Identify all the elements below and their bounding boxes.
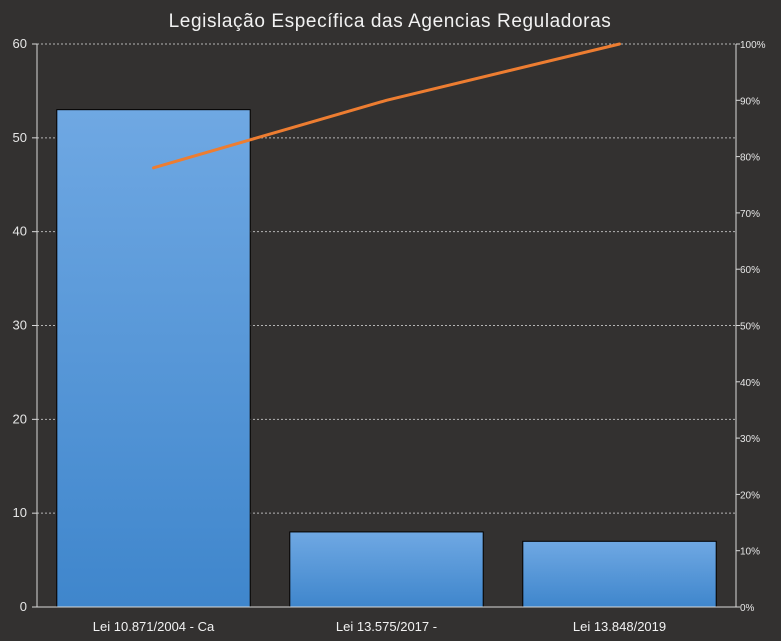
bar — [289, 531, 484, 608]
y-tick-label: 10 — [13, 505, 27, 520]
bar-series — [56, 109, 717, 608]
y-tick-label: 20 — [13, 411, 27, 426]
y2-tick-label: 10% — [740, 547, 760, 558]
x-tick-label: Lei 13.848/2019 — [573, 619, 666, 634]
y-tick-label: 30 — [13, 318, 27, 333]
y2-tick-label: 100% — [740, 40, 766, 51]
y2-tick-label: 80% — [740, 153, 760, 164]
y2-tick-label: 70% — [740, 209, 760, 220]
y2-tick-label: 0% — [740, 603, 755, 614]
y-tick-label: 40 — [13, 224, 27, 239]
y2-tick-label: 50% — [740, 322, 760, 333]
axes — [32, 43, 740, 608]
cumulative-line-series — [152, 42, 621, 170]
y2-tick-label: 30% — [740, 434, 760, 445]
x-tick-label: Lei 13.575/2017 - — [336, 619, 437, 634]
y2-tick-label: 20% — [740, 490, 760, 501]
y-tick-label: 0 — [20, 599, 27, 614]
y-tick-label: 60 — [13, 36, 27, 51]
y2-tick-label: 40% — [740, 378, 760, 389]
chart-title: Legislação Específica das Agencias Regul… — [169, 11, 612, 32]
bar — [56, 109, 251, 608]
bar — [522, 540, 717, 608]
x-tick-label: Lei 10.871/2004 - Ca — [93, 619, 215, 634]
y2-tick-label: 60% — [740, 265, 760, 276]
y-tick-label: 50 — [13, 130, 27, 145]
tick-labels: 0 10 20 30 40 50 60 0% 10% 20% 30% 40% 50% 60% 70% 80% 9… — [13, 36, 766, 634]
y2-tick-label: 90% — [740, 96, 760, 107]
